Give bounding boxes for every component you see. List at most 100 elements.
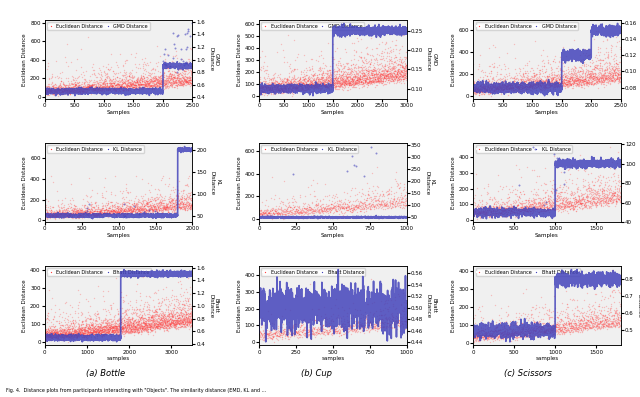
Point xyxy=(163,73,173,80)
Point xyxy=(118,320,128,326)
Point xyxy=(162,204,172,210)
Point xyxy=(264,90,274,96)
Point xyxy=(106,88,116,94)
Point xyxy=(506,85,516,91)
Point xyxy=(300,83,310,89)
Point xyxy=(316,81,326,88)
Point xyxy=(84,211,94,218)
Point xyxy=(557,80,567,87)
Point xyxy=(476,209,486,216)
Point xyxy=(110,320,120,326)
Point xyxy=(186,316,196,322)
Point xyxy=(57,331,67,338)
Point xyxy=(355,326,365,332)
Point xyxy=(305,85,316,91)
Point xyxy=(396,67,406,74)
Point xyxy=(187,78,197,84)
Point xyxy=(395,31,405,37)
Point xyxy=(532,206,542,212)
Point xyxy=(179,75,189,81)
Point xyxy=(584,181,594,187)
Point xyxy=(561,73,572,80)
Point xyxy=(161,324,171,331)
Point xyxy=(129,79,140,85)
Point xyxy=(493,334,503,341)
Point xyxy=(603,197,613,204)
Point xyxy=(351,69,361,75)
Point xyxy=(126,208,136,214)
Point xyxy=(285,88,295,94)
Point xyxy=(122,319,132,325)
Point xyxy=(548,323,559,329)
Point xyxy=(318,196,328,202)
Point xyxy=(116,78,126,84)
Point xyxy=(68,330,79,336)
Point xyxy=(560,321,570,328)
Point xyxy=(469,332,479,338)
Point xyxy=(360,73,371,80)
Point xyxy=(476,212,486,219)
Point xyxy=(474,87,484,93)
Point xyxy=(470,334,480,340)
Point xyxy=(594,321,604,328)
Point xyxy=(502,330,513,337)
Point xyxy=(400,198,410,204)
Point xyxy=(590,187,600,193)
Point xyxy=(607,78,618,84)
Point xyxy=(310,84,321,91)
Point xyxy=(319,79,329,86)
Point xyxy=(389,58,399,65)
Text: (a) Bottle: (a) Bottle xyxy=(86,369,125,378)
Point xyxy=(276,333,287,340)
Point xyxy=(298,80,308,87)
Point xyxy=(186,200,196,207)
Point xyxy=(583,197,593,204)
Point xyxy=(125,324,135,331)
Point xyxy=(101,318,111,324)
Point xyxy=(171,296,181,302)
Point xyxy=(518,80,529,87)
Point xyxy=(484,330,495,337)
Point xyxy=(332,62,342,68)
Point xyxy=(572,74,582,81)
Point xyxy=(596,202,607,208)
Point xyxy=(144,203,154,209)
Point xyxy=(70,327,80,333)
Point xyxy=(114,209,124,215)
Point xyxy=(95,324,106,330)
Point xyxy=(499,209,509,216)
Point xyxy=(345,206,355,212)
Point xyxy=(372,75,383,81)
Point xyxy=(573,307,583,313)
Point xyxy=(388,196,399,202)
Point xyxy=(552,82,563,89)
Point xyxy=(504,208,515,215)
Point xyxy=(552,82,562,88)
Point xyxy=(305,206,315,213)
Point xyxy=(578,200,588,206)
Point xyxy=(163,296,173,302)
Point xyxy=(383,53,394,60)
Point xyxy=(162,317,172,323)
Point xyxy=(157,317,168,323)
Point xyxy=(259,211,269,217)
Point xyxy=(156,321,166,328)
Point xyxy=(500,82,511,88)
Point xyxy=(317,328,327,334)
Point xyxy=(470,208,481,214)
Point xyxy=(172,192,182,198)
Point xyxy=(567,77,577,83)
Point xyxy=(478,327,488,333)
Point xyxy=(584,202,595,209)
Point xyxy=(262,210,273,216)
Point xyxy=(600,202,610,208)
Point xyxy=(97,86,108,93)
Point xyxy=(356,54,366,60)
Point xyxy=(358,206,368,212)
Point xyxy=(288,84,298,90)
Point xyxy=(81,329,92,335)
Point xyxy=(567,80,577,87)
Point xyxy=(590,321,600,328)
Point xyxy=(118,294,128,300)
Point xyxy=(483,91,493,98)
